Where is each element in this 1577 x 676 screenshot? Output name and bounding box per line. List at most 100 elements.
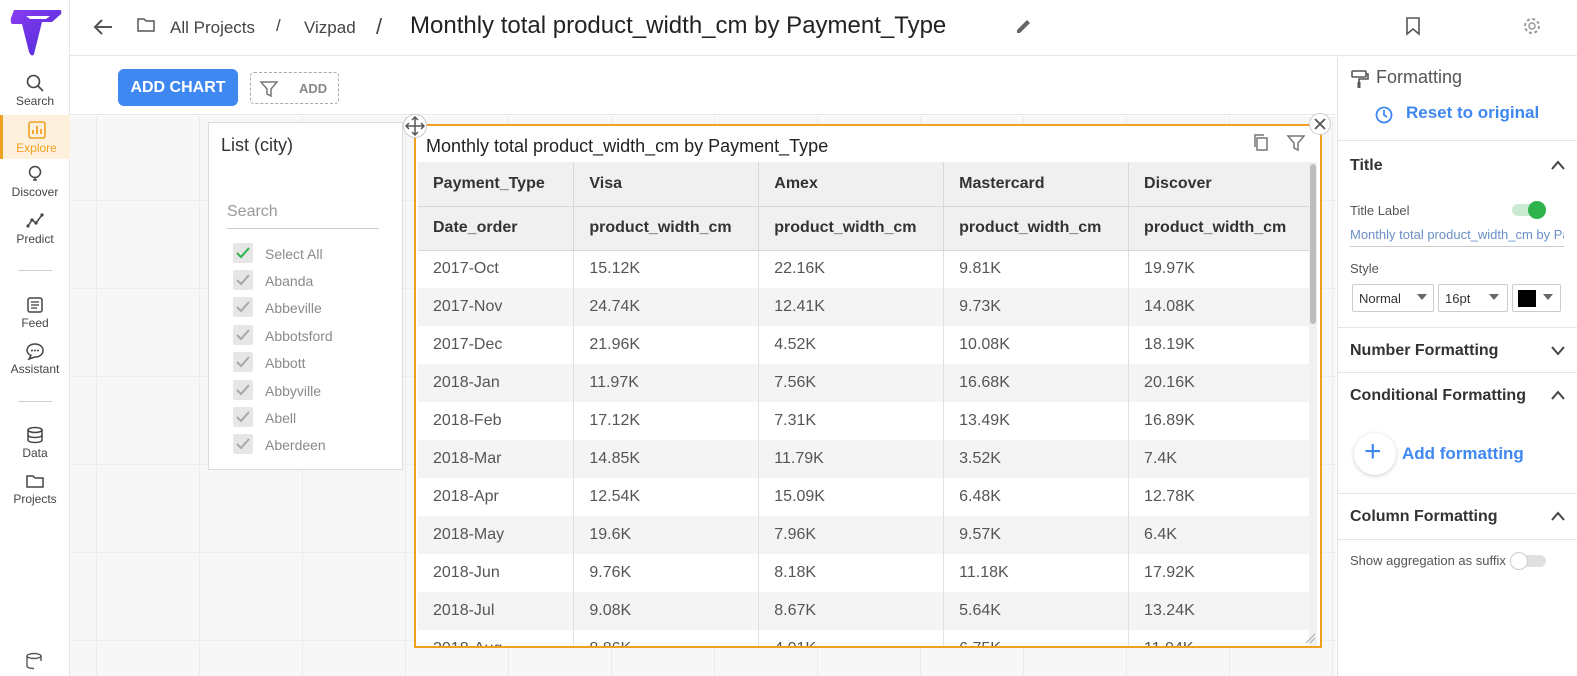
checkbox[interactable] [233, 434, 253, 454]
chevron-up-icon[interactable] [1550, 159, 1566, 171]
chevron-up-icon[interactable] [1550, 389, 1566, 401]
checkmark-icon [236, 356, 250, 368]
column-header[interactable]: product_width_cm [573, 206, 760, 251]
table-cell: 2018-Jul [418, 592, 575, 630]
table-cell: 20.16K [1128, 364, 1314, 402]
column-header[interactable]: Mastercard [943, 162, 1130, 207]
table-cell: 7.4K [1128, 440, 1314, 478]
app-logo[interactable] [8, 6, 64, 58]
font-style-select[interactable]: Normal [1352, 284, 1434, 312]
list-search-input[interactable]: Search [227, 201, 379, 229]
table-cell: 8.86K [573, 630, 760, 646]
section-title[interactable]: Number Formatting [1350, 342, 1499, 359]
font-size-select[interactable]: 16pt [1438, 284, 1508, 312]
list-title: List (city) [221, 135, 293, 155]
copy-icon[interactable] [1252, 133, 1270, 153]
column-header[interactable]: Visa [573, 162, 760, 207]
database-settings-icon[interactable] [25, 652, 45, 670]
table-row: 2018-Jun 9.76K 8.18K 11.18K 17.92K [418, 554, 1314, 592]
checkmark-icon [236, 411, 250, 423]
section-title[interactable]: Conditional Formatting [1350, 387, 1526, 404]
table-cell: 2018-Apr [418, 478, 575, 516]
table-cell: 11.18K [943, 554, 1130, 592]
table-cell: 11.79K [758, 440, 945, 478]
add-filter-button[interactable]: ADD [250, 72, 339, 104]
color-swatch [1518, 290, 1536, 307]
chevron-up-icon[interactable] [1550, 510, 1566, 522]
breadcrumb-vizpad[interactable]: Vizpad [304, 18, 356, 37]
list-item-label: Abbott [265, 355, 306, 371]
column-header[interactable]: Discover [1128, 162, 1314, 207]
checkbox[interactable] [233, 270, 253, 290]
nav-label: Predict [16, 232, 54, 246]
table-scrollbar[interactable] [1309, 162, 1317, 646]
list-item-label: Select All [265, 246, 323, 262]
filter-icon[interactable] [1286, 133, 1306, 153]
nav-projects[interactable]: Projects [0, 472, 70, 506]
column-header[interactable]: product_width_cm [943, 206, 1130, 251]
table-cell: 8.67K [758, 592, 945, 630]
nav-assistant[interactable]: Assistant [0, 342, 70, 376]
move-handle-icon[interactable] [403, 114, 427, 138]
nav-label: Feed [21, 316, 49, 330]
table-cell: 9.76K [573, 554, 760, 592]
bookmark-icon[interactable] [1404, 16, 1422, 36]
gear-icon[interactable] [1522, 16, 1542, 36]
nav-divider [18, 270, 52, 271]
column-header[interactable]: product_width_cm [1128, 206, 1314, 251]
nav-feed[interactable]: Feed [0, 296, 70, 330]
add-chart-button[interactable]: ADD CHART [118, 69, 238, 106]
top-header: All Projects / Vizpad / Monthly total pr… [70, 0, 1577, 56]
checkbox[interactable] [233, 407, 253, 427]
table-header-row: Date_order product_width_cm product_width_… [418, 206, 1314, 251]
column-header[interactable]: Amex [758, 162, 945, 207]
section-title[interactable]: Title [1350, 157, 1383, 174]
folder-icon [26, 475, 44, 488]
nav-predict[interactable]: Predict [0, 212, 70, 246]
nav-data[interactable]: Data [0, 426, 70, 460]
nav-discover[interactable]: Discover [0, 165, 70, 199]
checkbox[interactable] [233, 325, 253, 345]
close-icon[interactable] [1309, 113, 1331, 135]
chevron-down-icon[interactable] [1550, 344, 1566, 356]
search-icon [26, 74, 44, 92]
resize-grip-icon[interactable] [1304, 632, 1316, 644]
column-header[interactable]: product_width_cm [758, 206, 945, 251]
nav-explore[interactable]: Explore [0, 115, 70, 159]
table-cell: 4.01K [758, 630, 945, 646]
show-aggregation-toggle[interactable] [1510, 552, 1546, 570]
font-color-select[interactable] [1512, 284, 1561, 312]
title-label-toggle[interactable] [1512, 201, 1546, 219]
table-row: 2017-Dec 21.96K 4.52K 10.08K 18.19K [418, 326, 1314, 364]
toolbar: ADD CHART ADD [70, 57, 1336, 115]
caret-down-icon [1489, 294, 1499, 300]
column-header[interactable]: Date_order [418, 206, 575, 251]
column-header[interactable]: Payment_Type [418, 162, 575, 207]
checkmark-icon [236, 384, 250, 396]
folder-icon [137, 18, 155, 32]
checkbox[interactable] [233, 243, 253, 263]
table-cell: 9.08K [573, 592, 760, 630]
title-label-input[interactable]: Monthly total product_width_cm by Paymen… [1350, 227, 1564, 247]
add-formatting-label: Add formatting [1402, 444, 1524, 463]
checkbox[interactable] [233, 352, 253, 372]
pencil-icon[interactable] [1014, 16, 1034, 36]
table-cell: 6.4K [1128, 516, 1314, 554]
nav-search[interactable]: Search [0, 74, 70, 108]
back-arrow-icon[interactable] [92, 16, 114, 38]
table-row: 2018-Mar 14.85K 11.79K 3.52K 7.4K [418, 440, 1314, 478]
checkbox[interactable] [233, 380, 253, 400]
breadcrumb-separator: / [276, 16, 281, 35]
checkbox[interactable] [233, 297, 253, 317]
table-cell: 14.85K [573, 440, 760, 478]
pivot-table-card[interactable]: Monthly total product_width_cm by Paymen… [414, 124, 1322, 648]
nav-label: Discover [11, 185, 59, 199]
table-cell: 2018-May [418, 516, 575, 554]
city-list-card[interactable]: List (city) Search Select All Abanda Abbev… [208, 122, 403, 470]
title-section: Title [1338, 140, 1577, 370]
breadcrumb-all-projects[interactable]: All Projects [170, 18, 256, 37]
table-cell: 9.57K [943, 516, 1130, 554]
table-cell: 2018-Aug [418, 630, 575, 646]
scroll-thumb[interactable] [1310, 164, 1316, 324]
section-title[interactable]: Column Formatting [1350, 508, 1498, 525]
